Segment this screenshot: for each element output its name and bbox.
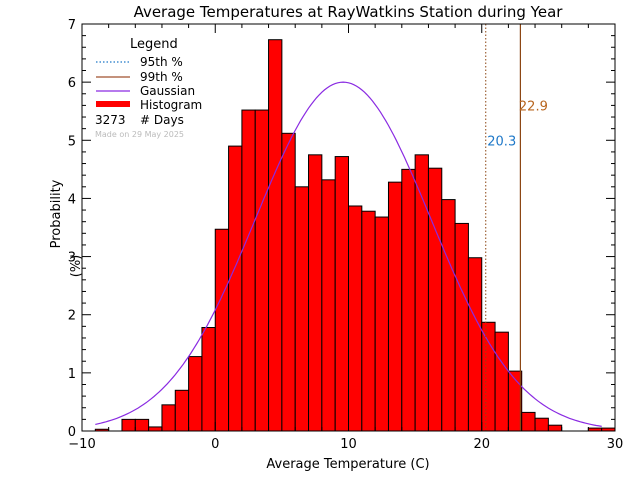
histogram-bar: [547, 424, 563, 432]
y-tick-label: 5: [68, 134, 76, 149]
percentile-lines: 20.3 22.9: [485, 24, 548, 431]
histogram-bar: [268, 39, 283, 432]
histogram-bar: [121, 418, 136, 432]
y-tick-label: 7: [68, 18, 76, 33]
legend-label-histogram: Histogram: [140, 98, 202, 112]
histogram-bar: [361, 210, 376, 432]
histogram-bar: [441, 199, 456, 432]
x-tick-label: 0: [211, 437, 219, 452]
legend: Legend 95th % 99th % Gaussian Histogram …: [95, 37, 202, 139]
legend-label-95th: 95th %: [140, 55, 183, 69]
histogram-bar: [148, 426, 163, 432]
y-axis-label-line1: Probability: [49, 179, 64, 248]
y-tick-label: 0: [68, 425, 76, 440]
x-tick-label: 10: [340, 437, 357, 452]
histogram-bar: [241, 109, 256, 432]
percentile-99-label: 22.9: [519, 99, 548, 114]
histogram-bar: [427, 167, 443, 432]
y-tick-label: 6: [68, 76, 76, 91]
histogram-bar: [454, 222, 469, 432]
gaussian-curve-group: [95, 81, 602, 427]
y-tick-label: 2: [68, 309, 76, 324]
histogram-bar: [281, 132, 296, 432]
x-tick-label: −10: [68, 437, 95, 452]
histogram-bar: [348, 205, 363, 432]
histogram-bar: [334, 156, 349, 432]
histogram-bar: [467, 257, 483, 432]
legend-label-99th: 99th %: [140, 70, 183, 84]
histogram-bar: [521, 411, 536, 432]
histogram-bar: [134, 418, 150, 432]
histogram-bar: [401, 168, 416, 432]
percentile-95-label: 20.3: [487, 134, 516, 149]
histogram-bar: [387, 181, 403, 432]
x-tick-label: 30: [607, 437, 624, 452]
legend-label-gaussian: Gaussian: [140, 84, 195, 98]
y-tick-label: 1: [68, 367, 76, 382]
histogram-bar: [228, 145, 243, 432]
histogram-bar: [214, 228, 230, 432]
x-tick-label: 20: [473, 437, 490, 452]
x-axis-label: Average Temperature (C): [266, 457, 429, 472]
histogram-bar: [254, 109, 270, 432]
histogram-bars: [94, 39, 616, 432]
histogram-bar: [374, 216, 389, 432]
legend-title: Legend: [130, 37, 178, 52]
histogram-bar: [201, 327, 216, 432]
y-tick-label: 3: [68, 251, 76, 266]
gaussian-curve: [95, 81, 602, 427]
histogram-bar: [308, 154, 323, 432]
histogram-bar: [321, 179, 336, 432]
histogram-bar: [161, 404, 176, 432]
histogram-bar: [294, 186, 310, 432]
histogram-bar: [481, 321, 496, 432]
legend-days-label: # Days: [140, 113, 184, 127]
y-axis-label-line2: (%): [69, 255, 84, 278]
histogram-bar: [188, 356, 203, 432]
legend-days-count: 3273: [95, 113, 126, 127]
chart-title: Average Temperatures at RayWatkins Stati…: [134, 3, 564, 21]
legend-swatch-histogram: [96, 101, 130, 107]
histogram-bar: [494, 331, 509, 432]
histogram-bar: [534, 417, 549, 432]
histogram-bar: [174, 389, 190, 432]
made-on-date: Made on 29 May 2025: [95, 130, 184, 139]
y-tick-label: 4: [68, 192, 76, 207]
